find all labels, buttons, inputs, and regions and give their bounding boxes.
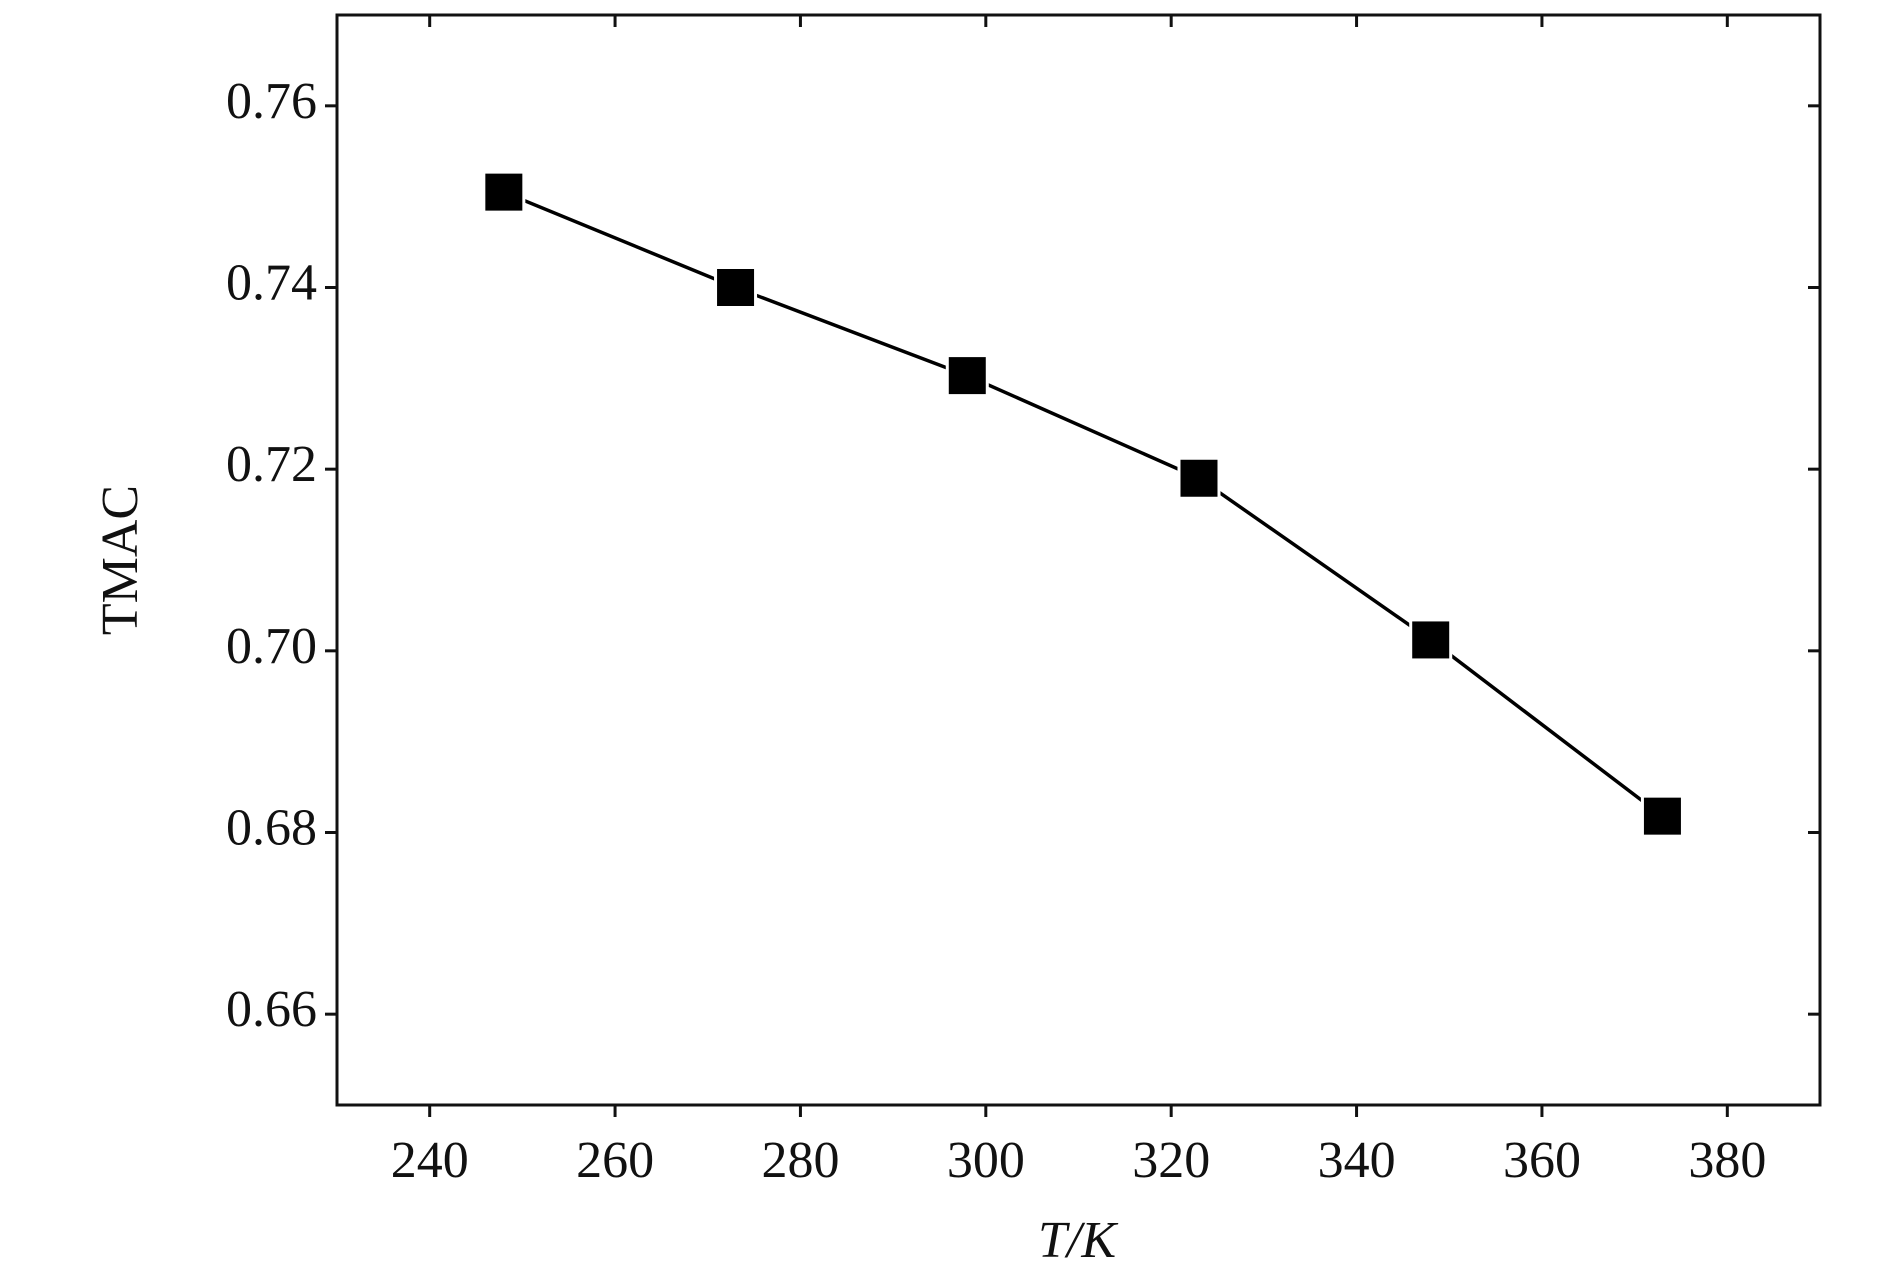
x-tick-label: 380: [1688, 1132, 1766, 1189]
x-tick-label: 340: [1318, 1132, 1396, 1189]
x-tick-label: 280: [761, 1132, 839, 1189]
x-tick-label: 300: [947, 1132, 1025, 1189]
x-axis-label: T/K: [1038, 1212, 1118, 1269]
data-point: [482, 170, 526, 214]
y-tick-label: 0.72: [226, 436, 317, 493]
data-point: [1640, 794, 1684, 838]
x-tick-label: 320: [1132, 1132, 1210, 1189]
x-tick-label: 260: [576, 1132, 654, 1189]
data-point: [945, 354, 989, 398]
plot-frame: [335, 13, 1822, 1107]
x-tick-label: 240: [391, 1132, 469, 1189]
data-point: [1409, 618, 1453, 662]
y-axis-label: TMAC: [92, 485, 149, 635]
data-point: [1177, 456, 1221, 500]
y-tick-label: 0.76: [226, 73, 317, 130]
y-tick-label: 0.68: [226, 799, 317, 856]
y-tick-label: 0.74: [226, 254, 317, 311]
x-tick-label: 360: [1503, 1132, 1581, 1189]
data-point: [714, 266, 758, 309]
series-line: [503, 190, 1664, 818]
y-tick-label: 0.70: [226, 618, 317, 675]
y-tick-label: 0.66: [226, 981, 317, 1038]
